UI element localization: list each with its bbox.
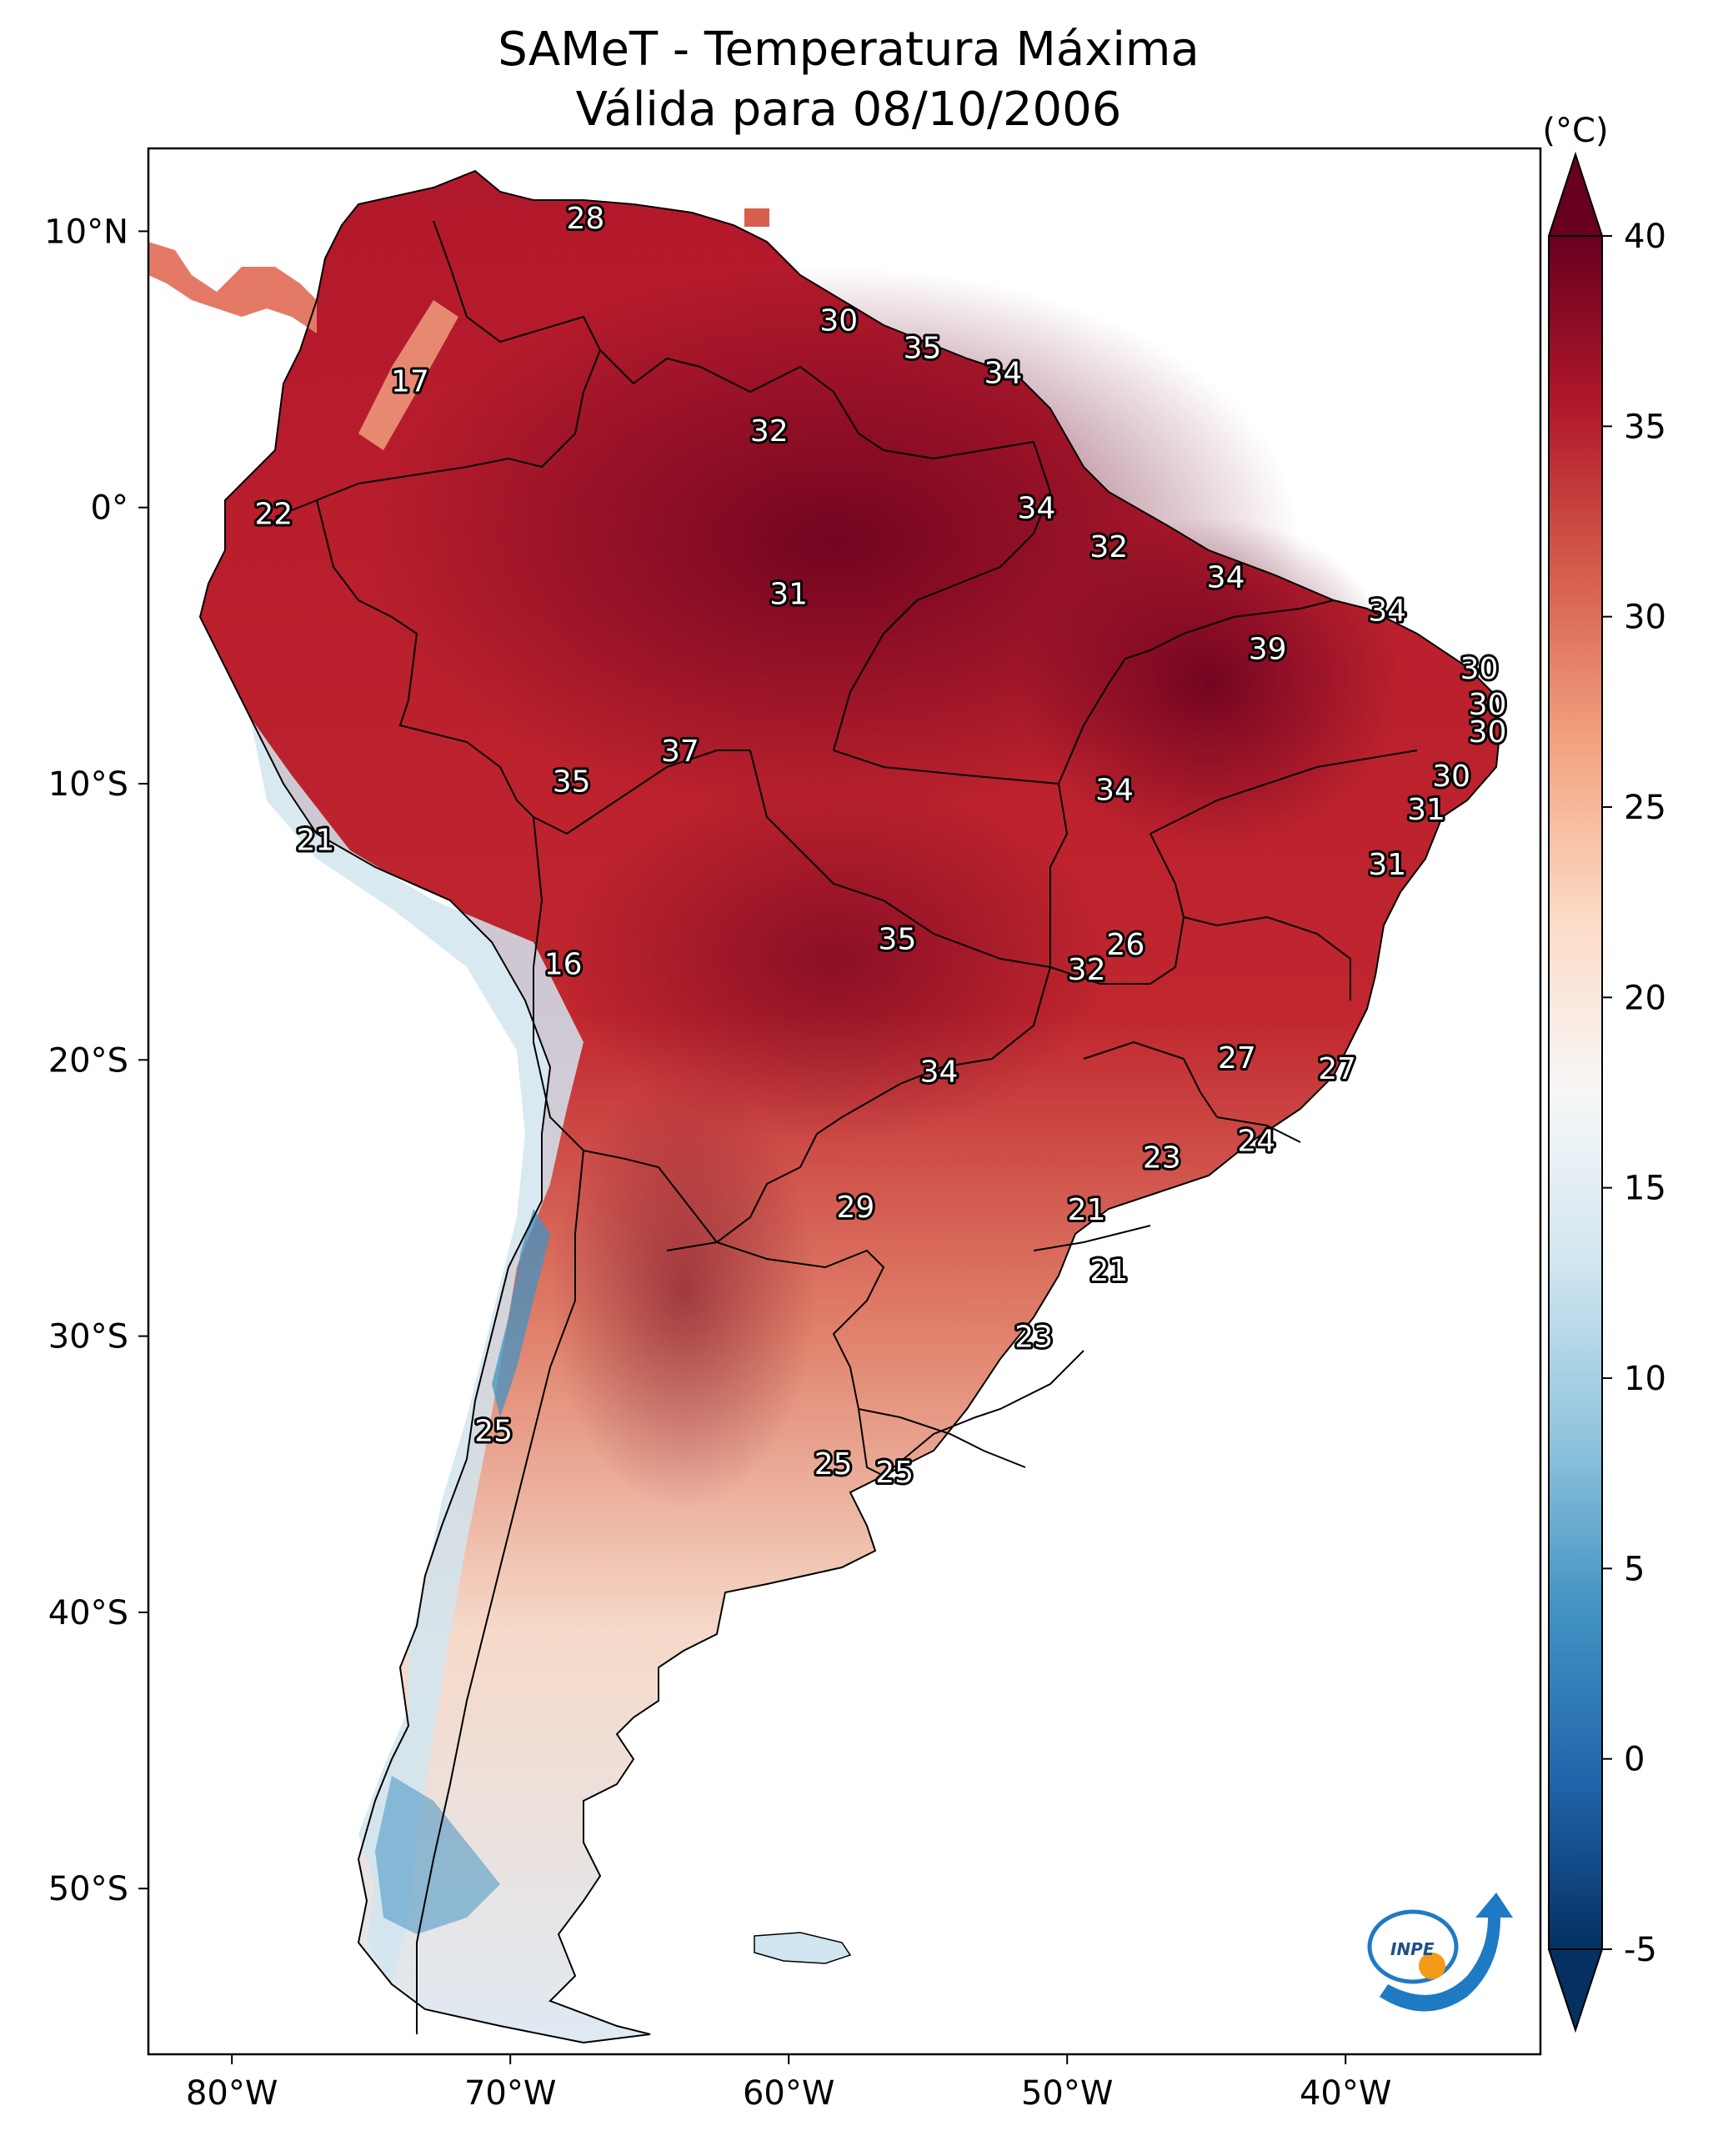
longitude-axis: 80°W 70°W 60°W 50°W 40°W xyxy=(186,2054,1391,2113)
colorbar-unit-label: (°C) xyxy=(1542,112,1608,150)
station-value-label: 34 xyxy=(1018,492,1056,526)
colorbar-tick-label: 15 xyxy=(1624,1170,1666,1208)
colorbar-body xyxy=(1548,235,1603,1950)
station-value-label: 30 xyxy=(1469,715,1507,750)
colorbar-tick-label: -5 xyxy=(1624,1931,1657,1969)
station-value-label: 34 xyxy=(1207,561,1245,595)
station-value-label: 31 xyxy=(1407,793,1445,827)
lat-tick-label: 10°N xyxy=(44,213,128,251)
station-value-label: 23 xyxy=(1014,1321,1053,1355)
colorbar: (°C) 40 35 30 25 20 15 10 5 0 -5 xyxy=(1542,112,1666,2033)
colorbar-tick-label: 40 xyxy=(1624,218,1666,256)
station-value-label: 27 xyxy=(1218,1041,1256,1075)
station-value-label: 34 xyxy=(984,356,1022,390)
latitude-axis: 10°N 0° 10°S 20°S 30°S 40°S 50°S xyxy=(44,213,148,1908)
map-title-line1: SAMeT - Temperatura Máxima xyxy=(498,23,1200,77)
lat-tick-label: 50°S xyxy=(48,1870,128,1908)
station-value-label: 32 xyxy=(750,414,789,449)
lon-tick-label: 60°W xyxy=(743,2074,834,2113)
station-value-label: 24 xyxy=(1237,1124,1275,1158)
central-america-landmass xyxy=(148,242,317,333)
lon-tick-label: 50°W xyxy=(1021,2074,1113,2113)
lat-tick-label: 40°S xyxy=(48,1594,128,1632)
station-value-label: 32 xyxy=(1089,530,1128,564)
hot-region-northeast xyxy=(1017,517,1400,850)
station-value-label: 25 xyxy=(474,1414,513,1448)
station-value-label: 26 xyxy=(1106,928,1144,962)
station-value-label: 35 xyxy=(553,765,591,800)
colorbar-tick-label: 30 xyxy=(1624,599,1666,637)
colorbar-tick-label: 0 xyxy=(1624,1741,1645,1779)
map-title-line2: Válida para 08/10/2006 xyxy=(576,83,1122,137)
station-value-label: 30 xyxy=(1432,760,1470,794)
station-value-label: 30 xyxy=(819,303,858,338)
station-value-label: 17 xyxy=(391,364,429,399)
colorbar-tick-label: 5 xyxy=(1624,1550,1645,1588)
station-value-label: 35 xyxy=(879,923,917,957)
logo-text: INPE xyxy=(1390,1939,1435,1959)
station-value-label: 16 xyxy=(544,947,583,981)
station-value-label: 25 xyxy=(875,1456,914,1490)
station-value-label: 23 xyxy=(1143,1141,1181,1175)
colorbar-tick-label: 25 xyxy=(1624,789,1666,827)
station-value-label: 32 xyxy=(1068,953,1106,987)
hot-region-central xyxy=(558,775,1109,1142)
inpe-logo: INPE xyxy=(1367,1893,1513,2012)
colorbar-bottom-arrow xyxy=(1547,1948,1604,2033)
colorbar-tick-label: 10 xyxy=(1624,1360,1666,1398)
station-value-label: 21 xyxy=(296,823,334,857)
station-value-label: 31 xyxy=(769,577,808,611)
andes-cold-band xyxy=(250,717,584,1984)
trinidad-island xyxy=(744,208,769,227)
andes-core-cold xyxy=(492,1209,550,1417)
northern-andes-cold xyxy=(358,300,458,450)
hot-region-chaco xyxy=(550,1075,817,1509)
station-value-label: 27 xyxy=(1318,1052,1356,1086)
lon-tick-label: 70°W xyxy=(464,2074,556,2113)
station-value-label: 35 xyxy=(904,332,942,366)
lat-tick-label: 10°S xyxy=(48,765,128,804)
station-value-label: 28 xyxy=(566,202,604,236)
colorbar-ticks: 40 35 30 25 20 15 10 5 0 -5 xyxy=(1602,218,1666,1969)
coastline xyxy=(198,169,1502,2044)
map-frame xyxy=(147,147,1542,2056)
lon-tick-label: 40°W xyxy=(1300,2074,1391,2113)
station-value-label: 29 xyxy=(836,1191,874,1225)
station-value-label: 34 xyxy=(1095,774,1134,808)
patagonia-cold xyxy=(375,1776,500,1934)
colorbar-top-arrow xyxy=(1547,151,1604,237)
station-value-label: 37 xyxy=(661,735,699,769)
station-value-label: 21 xyxy=(1068,1193,1106,1227)
station-value-label: 30 xyxy=(1469,688,1507,722)
station-value-label: 39 xyxy=(1249,633,1287,667)
station-value-label: 25 xyxy=(814,1447,853,1482)
colorbar-tick-label: 35 xyxy=(1624,408,1666,446)
logo-arrow-icon xyxy=(1380,1893,1513,2012)
station-value-label: 34 xyxy=(920,1055,959,1090)
lat-tick-label: 30°S xyxy=(48,1318,128,1356)
logo-sun-icon xyxy=(1419,1953,1445,1979)
lon-tick-label: 80°W xyxy=(186,2074,278,2113)
station-value-label: 31 xyxy=(1368,848,1406,882)
station-value-label: 22 xyxy=(254,497,293,531)
station-value-label: 21 xyxy=(1089,1254,1128,1288)
station-value-label: 34 xyxy=(1368,594,1406,628)
falkland-islands xyxy=(754,1932,852,1964)
lat-tick-label: 20°S xyxy=(48,1041,128,1080)
political-borders xyxy=(274,220,1418,2034)
station-value-label: 30 xyxy=(1460,652,1499,686)
colorbar-tick-label: 20 xyxy=(1624,979,1666,1017)
lat-tick-label: 0° xyxy=(91,489,128,528)
